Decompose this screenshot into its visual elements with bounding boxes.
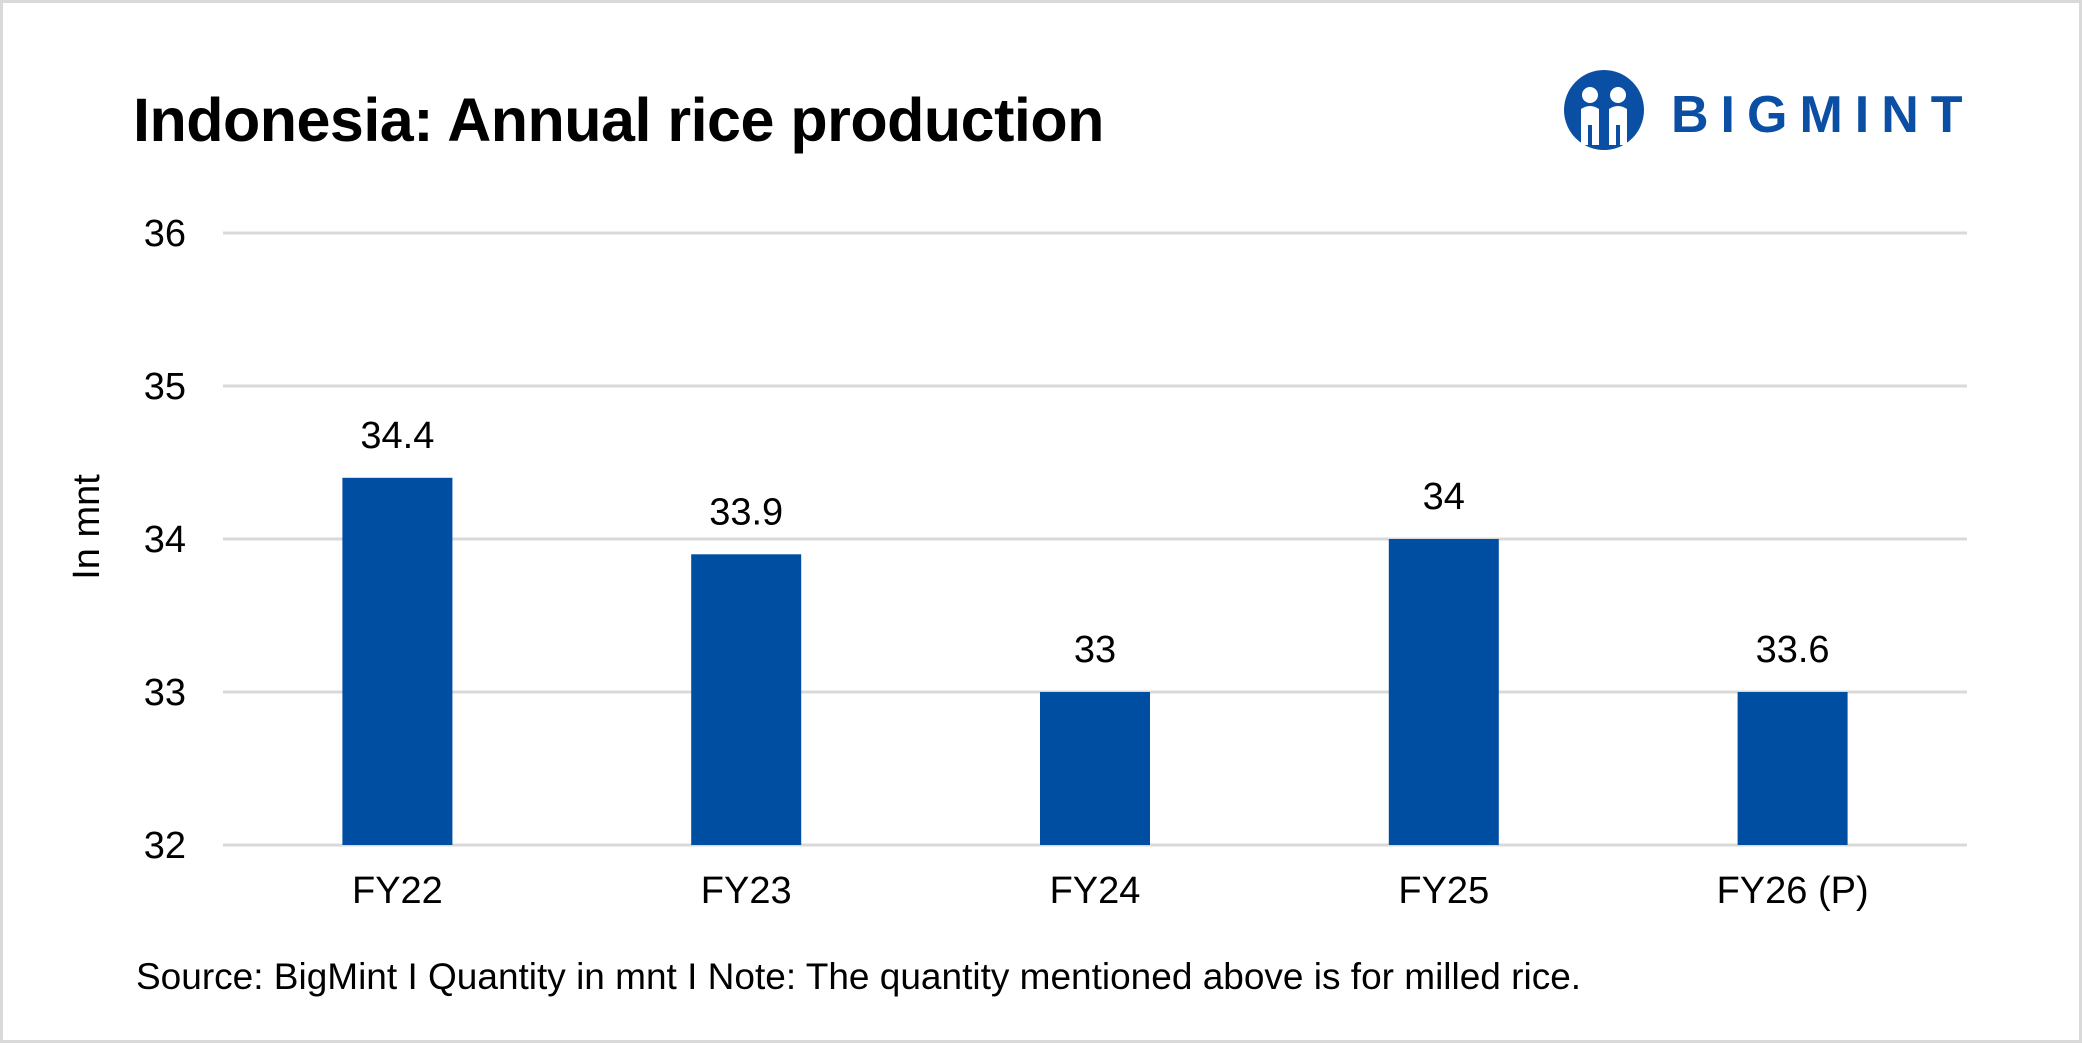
x-tick-label: FY26 (P) (1717, 870, 1869, 912)
bigmint-logo: BIGMINT (1559, 65, 1989, 155)
logo-text: BIGMINT (1671, 86, 1975, 144)
x-tick-label: FY24 (1050, 870, 1141, 912)
y-tick-label: 32 (144, 825, 186, 867)
y-tick-label: 36 (144, 213, 186, 255)
bar-chart: 32 33 34 35 36 34.4 33.9 33 34 33.6 FY22 FY23 FY24… (66, 213, 1967, 912)
data-label: 33.6 (1756, 629, 1830, 671)
bars (342, 477, 1848, 845)
bar-fy26-p (1737, 692, 1848, 845)
y-tick-label: 33 (144, 672, 186, 714)
people-icon (1564, 70, 1644, 150)
data-label: 34.4 (360, 415, 434, 457)
x-axis-ticks: FY22 FY23 FY24 FY25 FY26 (P) (352, 870, 1869, 912)
gridlines (223, 231, 1967, 847)
chart-title: Indonesia: Annual rice production (133, 86, 1104, 154)
data-label: 33 (1074, 629, 1116, 671)
y-axis-label: In mnt (66, 474, 108, 580)
data-label: 34 (1423, 476, 1465, 518)
source-note: Source: BigMint I Quantity in mnt I Note… (136, 956, 1582, 997)
bar-fy24 (1040, 692, 1150, 845)
bar-fy23 (691, 554, 802, 845)
x-tick-label: FY22 (352, 870, 443, 912)
x-tick-label: FY23 (701, 870, 792, 912)
bar-fy25 (1388, 539, 1499, 845)
bar-fy22 (342, 477, 453, 845)
y-tick-label: 34 (144, 519, 186, 561)
y-axis-ticks: 32 33 34 35 36 (144, 213, 186, 867)
y-tick-label: 35 (144, 366, 186, 408)
data-labels: 34.4 33.9 33 34 33.6 (360, 415, 1829, 671)
data-label: 33.9 (709, 491, 783, 533)
x-tick-label: FY25 (1398, 870, 1489, 912)
